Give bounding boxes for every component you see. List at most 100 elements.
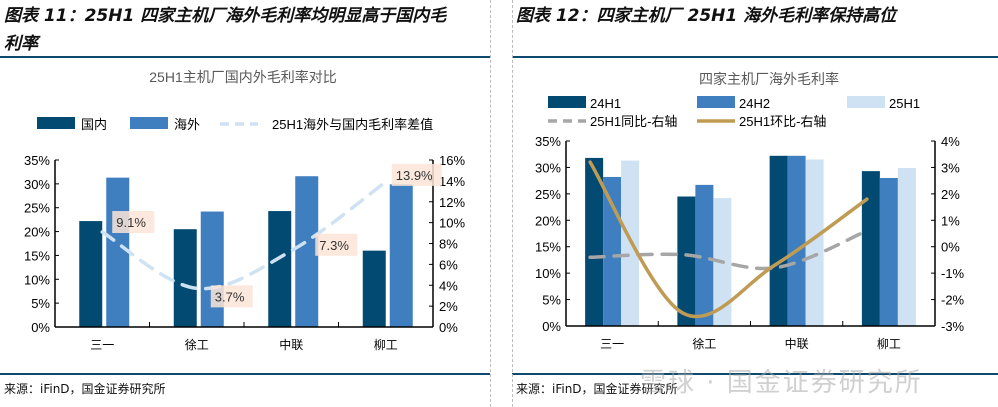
bar-25H1	[805, 159, 824, 326]
y-tick-label-left: 10%	[535, 266, 561, 281]
right-source: 来源：iFinD，国金证券研究所	[516, 382, 678, 396]
y-tick-label-right: -1%	[941, 266, 965, 281]
y-tick-label-right: 12%	[439, 195, 465, 210]
watermark: 雪球 · 国金证券研究所	[640, 368, 923, 398]
y-tick-label-right: -3%	[941, 319, 965, 334]
x-tick-label: 三一	[90, 338, 114, 352]
legend-label: 25H1环比-右轴	[739, 114, 826, 129]
legend-label: 24H2	[739, 96, 770, 111]
y-tick-label-left: 30%	[535, 160, 561, 175]
y-tick-label-left: 20%	[24, 225, 50, 240]
bar-海外	[295, 176, 319, 327]
y-tick-label-right: 14%	[439, 174, 465, 189]
y-tick-label-left: 20%	[535, 213, 561, 228]
data-label-bg	[391, 163, 442, 186]
legend-swatch	[37, 117, 75, 129]
chart-title: 25H1主机厂国内外毛利率对比	[149, 69, 336, 85]
x-tick-label: 徐工	[692, 336, 716, 351]
y-tick-label-right: 0%	[439, 320, 458, 335]
y-tick-label-right: 0%	[941, 240, 960, 255]
y-tick-label-right: 8%	[439, 237, 458, 252]
y-tick-label-right: 2%	[941, 187, 960, 202]
y-tick-label-left: 15%	[535, 240, 561, 255]
y-tick-label-left: 25%	[535, 187, 561, 202]
x-tick-label: 柳工	[877, 337, 901, 351]
bar-24H1	[677, 196, 696, 326]
y-tick-label-right: 4%	[941, 134, 960, 149]
bar-海外	[389, 184, 413, 327]
bar-国内	[362, 250, 386, 327]
divider	[490, 0, 491, 407]
legend-label: 25H1同比-右轴	[590, 114, 677, 129]
y-tick-label-right: 10%	[439, 216, 465, 231]
x-tick-label: 中联	[279, 337, 303, 352]
legend-swatch	[130, 117, 168, 129]
bar-国内	[173, 229, 197, 327]
legend-swatch	[548, 96, 586, 108]
bar-24H2	[787, 155, 806, 326]
legend-label: 海外	[174, 117, 200, 132]
data-label: 9.1%	[116, 215, 146, 230]
data-label-bg	[210, 285, 253, 308]
x-tick-label: 三一	[600, 337, 624, 351]
legend-swatch	[697, 96, 735, 108]
y-tick-label-right: 3%	[941, 160, 960, 175]
top-rule	[512, 56, 998, 58]
legend-label: 国内	[81, 117, 107, 132]
x-tick-label: 中联	[785, 336, 809, 351]
bar-24H2	[879, 178, 898, 326]
bottom-rule	[0, 373, 490, 375]
y-tick-label-left: 10%	[24, 272, 50, 287]
legend-swatch	[847, 96, 885, 108]
chart-title: 四家主机厂海外毛利率	[699, 71, 839, 87]
y-tick-label-right: -2%	[941, 293, 965, 308]
y-tick-label-left: 30%	[24, 177, 50, 192]
x-tick-label: 徐工	[185, 337, 209, 352]
bar-国内	[268, 211, 292, 327]
bar-海外	[106, 177, 130, 327]
bar-24H2	[695, 184, 714, 326]
line-25H1海外与国内毛利率差值	[100, 180, 388, 291]
bar-24H1	[769, 155, 788, 326]
chart-left: 25H1主机厂国内外毛利率对比 0% 5% 10% 15% 20% 25% 30% 35% 0% 2…	[24, 69, 465, 352]
y-tick-label-right: 16%	[439, 153, 465, 168]
y-tick-label-left: 5%	[542, 293, 561, 308]
bar-海外	[200, 211, 224, 327]
heading-line: 图表 11：25H1 四家主机厂海外毛利率均明显高于国内毛	[4, 6, 447, 26]
legend-label: 25H1海外与国内毛利率差值	[272, 117, 433, 132]
y-tick-label-left: 5%	[31, 296, 50, 311]
bar-25H1	[897, 167, 916, 326]
bar-24H2	[603, 176, 622, 326]
bar-国内	[79, 221, 103, 327]
data-label: 3.7%	[215, 289, 245, 304]
legend-label: 24H1	[590, 96, 621, 111]
bar-24H1	[585, 157, 604, 326]
y-tick-label-left: 0%	[542, 319, 561, 334]
y-tick-label-left: 25%	[24, 201, 50, 216]
data-label: 7.3%	[319, 238, 349, 253]
top-rule	[0, 56, 490, 58]
data-label-bg	[112, 211, 155, 234]
right-figure-heading: 图表 12：四家主机厂 25H1 海外毛利率保持高位	[516, 6, 897, 26]
y-tick-label-left: 0%	[31, 320, 50, 335]
y-tick-label-right: 2%	[439, 299, 458, 314]
y-tick-label-right: 1%	[941, 213, 960, 228]
left-source: 来源：iFinD，国金证券研究所	[4, 382, 166, 396]
y-tick-label-right: 4%	[439, 278, 458, 293]
bar-24H1	[861, 171, 880, 326]
data-label: 13.9%	[396, 168, 433, 183]
x-tick-label: 柳工	[374, 338, 398, 352]
heading-line: 利率	[4, 34, 38, 54]
divider	[512, 0, 513, 407]
y-tick-label-right: 6%	[439, 257, 458, 272]
left-figure-heading: 图表 11：25H1 四家主机厂海外毛利率均明显高于国内毛 利率	[4, 2, 484, 58]
y-tick-label-left: 15%	[24, 248, 50, 263]
y-tick-label-left: 35%	[535, 134, 561, 149]
data-label-bg	[315, 233, 358, 256]
line-25H1同比-右轴	[588, 229, 869, 271]
bottom-rule	[512, 373, 998, 375]
y-tick-label-left: 35%	[24, 153, 50, 168]
chart-right: 四家主机厂海外毛利率 0% 5% 10% 15% 20% 25% 30% 35% -3% -2% -1…	[535, 71, 965, 351]
line-25H1环比-右轴	[588, 160, 869, 319]
